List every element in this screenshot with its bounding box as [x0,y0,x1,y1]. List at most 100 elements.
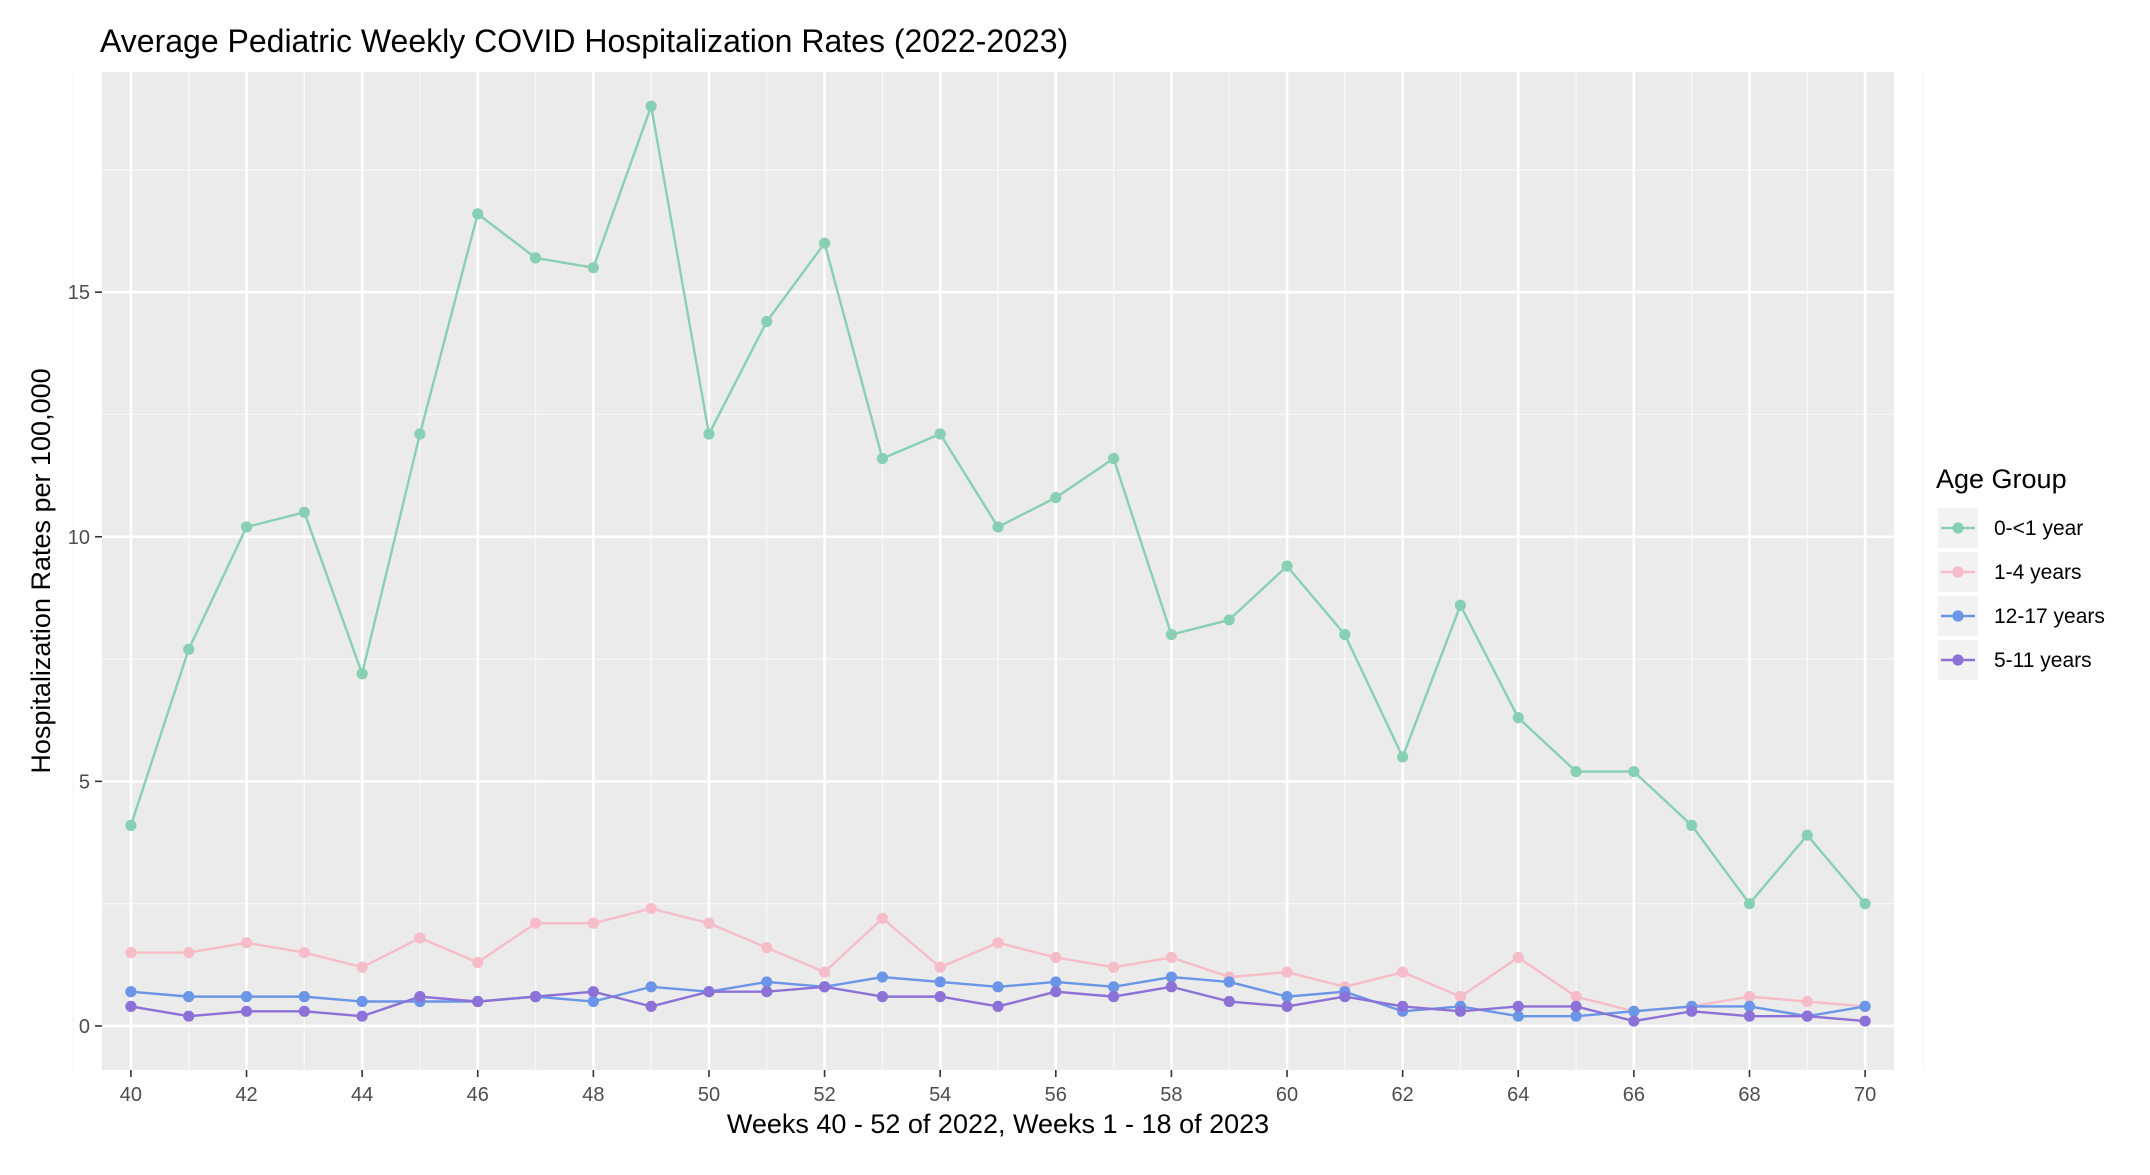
data-point [1512,1000,1524,1013]
data-point [761,942,773,954]
x-tick-label: 62 [1392,1084,1414,1106]
data-point [529,917,542,929]
data-point [761,315,773,328]
data-point [183,1010,195,1022]
data-point [587,917,599,929]
x-tick-label: 64 [1507,1084,1529,1106]
data-point [1686,1005,1698,1017]
data-point [1859,1000,1871,1013]
data-point [1628,1015,1640,1027]
data-point [876,991,888,1003]
minor-gridlines [72,72,1924,1070]
data-point [1570,765,1582,778]
data-point [1512,1010,1524,1022]
data-point [761,976,773,988]
x-tick-label: 52 [813,1084,835,1106]
data-point [1339,991,1351,1003]
data-point [703,428,715,440]
data-point [356,1010,368,1022]
data-point [1628,1005,1640,1017]
data-point [876,912,888,924]
data-point [818,237,831,249]
data-point [529,991,542,1003]
x-tick-label: 54 [929,1084,951,1106]
data-point [1859,898,1871,910]
data-point [934,428,946,440]
data-point [1801,829,1813,841]
data-point [1454,599,1467,611]
x-tick-label: 42 [235,1084,257,1106]
data-point [472,956,484,968]
data-point [992,937,1004,949]
data-point [1108,981,1120,993]
legend-item: 5-11 years [1938,640,2092,680]
data-point [1628,765,1640,778]
x-tick-label: 70 [1854,1084,1876,1106]
data-point [1223,976,1235,988]
x-tick-label: 66 [1623,1084,1645,1106]
data-point [587,986,599,998]
data-point [1570,1000,1582,1013]
data-point [1050,986,1062,998]
data-point [645,902,657,915]
data-point [1570,991,1582,1003]
data-point [1165,951,1178,964]
series-1-4 years [125,902,1871,1017]
data-point [645,1000,657,1013]
x-tick-label: 44 [351,1084,373,1106]
data-point [587,995,599,1008]
legend-title: Age Group [1936,464,2067,494]
x-tick-label: 48 [582,1084,604,1106]
x-tick-label: 60 [1276,1084,1298,1106]
y-tick-label: 5 [79,771,90,793]
data-point [183,643,195,655]
data-point [876,452,888,465]
data-point [1108,452,1120,465]
legend-item: 0-<1 year [1938,508,2083,548]
legend-label: 0-<1 year [1994,517,2083,540]
data-point [645,100,657,112]
legend-key-point [1952,522,1964,534]
data-point [992,1000,1004,1013]
data-point [992,981,1004,993]
data-point [1454,991,1467,1003]
data-point [240,1005,253,1017]
data-point [934,961,946,973]
data-point [703,917,715,929]
data-point [934,976,946,988]
data-point [1281,991,1293,1003]
data-point [992,521,1004,533]
data-point [472,208,484,220]
data-point [1108,961,1120,973]
data-point [125,946,137,959]
data-point [472,995,484,1008]
legend-label: 12-17 years [1994,605,2105,628]
y-tick-label: 10 [68,527,90,549]
data-point [1743,898,1756,910]
data-point [414,428,426,440]
y-axis-title: Hospitalization Rates per 100,000 [26,368,56,773]
x-tick-label: 68 [1738,1084,1760,1106]
data-point [183,946,195,959]
data-point [1281,560,1293,572]
data-point [1397,751,1409,763]
series-5-11 years [125,981,1871,1027]
legend-label: 1-4 years [1994,561,2082,584]
data-point [356,668,368,680]
data-point [1801,995,1813,1008]
legend-key-point [1952,566,1964,578]
series-layer [125,100,1871,1027]
data-point [1108,991,1120,1003]
data-point [125,819,137,831]
data-point [1165,981,1178,993]
data-point [1165,971,1178,983]
data-point [356,995,368,1008]
legend-item: 12-17 years [1938,596,2105,636]
legend-item: 1-4 years [1938,552,2082,592]
legend-key-point [1952,654,1964,666]
x-tick-label: 46 [467,1084,489,1106]
data-point [298,946,310,959]
data-point [356,961,368,973]
y-axis: 0 5 10 15 [68,282,102,1038]
data-point [298,1005,310,1017]
